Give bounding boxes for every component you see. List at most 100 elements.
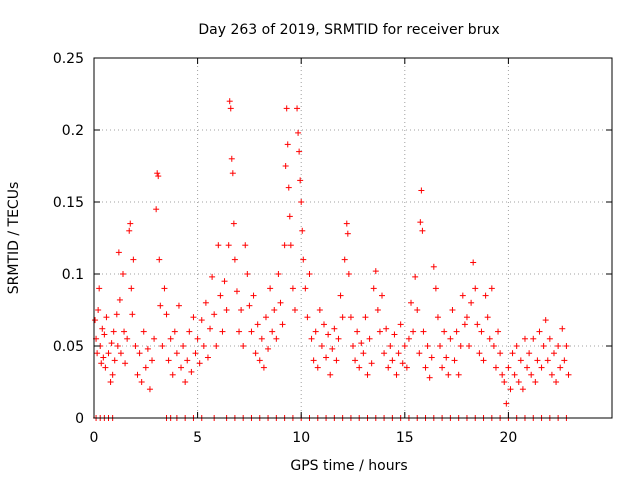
- data-point: [244, 271, 251, 277]
- data-point: [345, 271, 352, 277]
- data-point: [286, 213, 293, 220]
- data-point: [233, 288, 240, 295]
- x-tick-label: 5: [193, 430, 202, 446]
- data-point: [219, 328, 226, 335]
- data-point: [312, 328, 319, 335]
- data-point: [250, 292, 257, 299]
- data-point: [443, 354, 450, 361]
- data-point: [267, 285, 274, 292]
- data-point: [441, 328, 448, 335]
- data-point: [296, 148, 303, 155]
- x-tick-label: 15: [396, 430, 414, 446]
- data-point: [358, 340, 365, 347]
- data-point: [335, 335, 342, 342]
- data-point: [381, 350, 388, 357]
- x-tick-label: 20: [499, 430, 517, 446]
- data-point: [198, 317, 205, 324]
- data-point: [140, 328, 147, 335]
- data-point: [352, 357, 359, 364]
- data-point: [548, 371, 555, 378]
- data-point: [169, 371, 176, 378]
- data-point: [184, 357, 191, 364]
- data-point: [156, 256, 163, 263]
- data-point: [323, 354, 330, 361]
- data-point: [447, 335, 454, 342]
- data-point: [95, 307, 102, 313]
- data-point: [175, 302, 182, 309]
- data-point: [490, 343, 497, 349]
- y-tick-label: 0.1: [62, 267, 84, 283]
- data-point: [550, 350, 557, 357]
- y-tick-label: 0.05: [53, 339, 84, 355]
- data-point: [258, 335, 265, 342]
- data-point: [192, 350, 199, 357]
- data-point: [414, 307, 421, 313]
- data-point: [557, 364, 564, 371]
- data-point: [466, 343, 473, 349]
- data-point: [291, 307, 298, 313]
- data-point: [282, 163, 289, 169]
- data-point: [565, 371, 572, 378]
- data-point: [314, 364, 321, 371]
- data-point: [229, 170, 236, 177]
- data-point: [383, 325, 390, 332]
- data-point: [559, 325, 566, 332]
- data-point: [316, 307, 323, 313]
- data-point: [146, 386, 153, 393]
- data-point: [254, 321, 261, 328]
- data-point: [155, 173, 162, 180]
- data-point: [116, 296, 123, 303]
- data-point: [211, 311, 218, 318]
- x-tick-label: 10: [292, 430, 310, 446]
- data-point: [420, 328, 427, 335]
- data-point: [182, 379, 189, 385]
- axis-ticks: [93, 57, 612, 419]
- data-point: [492, 364, 499, 371]
- data-point: [271, 307, 278, 313]
- data-point: [354, 328, 361, 335]
- data-point: [275, 271, 282, 277]
- data-point: [134, 371, 141, 378]
- data-point: [320, 321, 327, 328]
- data-point: [230, 220, 237, 227]
- data-point: [499, 371, 506, 378]
- data-point: [393, 371, 400, 378]
- data-point: [153, 206, 160, 213]
- data-point: [470, 259, 477, 266]
- data-point: [344, 230, 351, 237]
- data-point: [103, 314, 110, 321]
- data-point: [194, 335, 201, 342]
- data-point: [505, 364, 512, 371]
- data-point: [376, 328, 383, 335]
- data-point: [217, 292, 224, 299]
- data-point: [142, 364, 149, 371]
- y-tick-label: 0: [75, 411, 84, 427]
- data-point: [503, 400, 510, 407]
- y-axis-label: SRMTID / TECUs: [6, 182, 22, 295]
- data-point: [138, 379, 145, 385]
- grid-lines: [94, 58, 612, 418]
- data-point: [418, 187, 425, 194]
- data-point: [530, 335, 537, 342]
- data-point: [122, 360, 129, 367]
- chart-title: Day 263 of 2019, SRMTID for receiver bru…: [198, 22, 499, 38]
- data-point: [281, 242, 288, 249]
- data-points: [92, 98, 572, 421]
- data-point: [295, 129, 302, 136]
- data-point: [227, 105, 234, 112]
- data-point: [299, 227, 306, 234]
- data-point: [277, 299, 284, 306]
- data-point: [94, 350, 101, 357]
- data-point: [283, 105, 290, 112]
- x-tick-label: 0: [90, 430, 99, 446]
- data-point: [455, 371, 462, 378]
- data-point: [285, 184, 292, 191]
- data-point: [474, 321, 481, 328]
- data-point: [428, 354, 435, 361]
- data-point: [372, 268, 379, 275]
- data-point: [196, 360, 203, 367]
- data-point: [302, 285, 309, 292]
- data-point: [231, 256, 238, 263]
- data-point: [434, 314, 441, 321]
